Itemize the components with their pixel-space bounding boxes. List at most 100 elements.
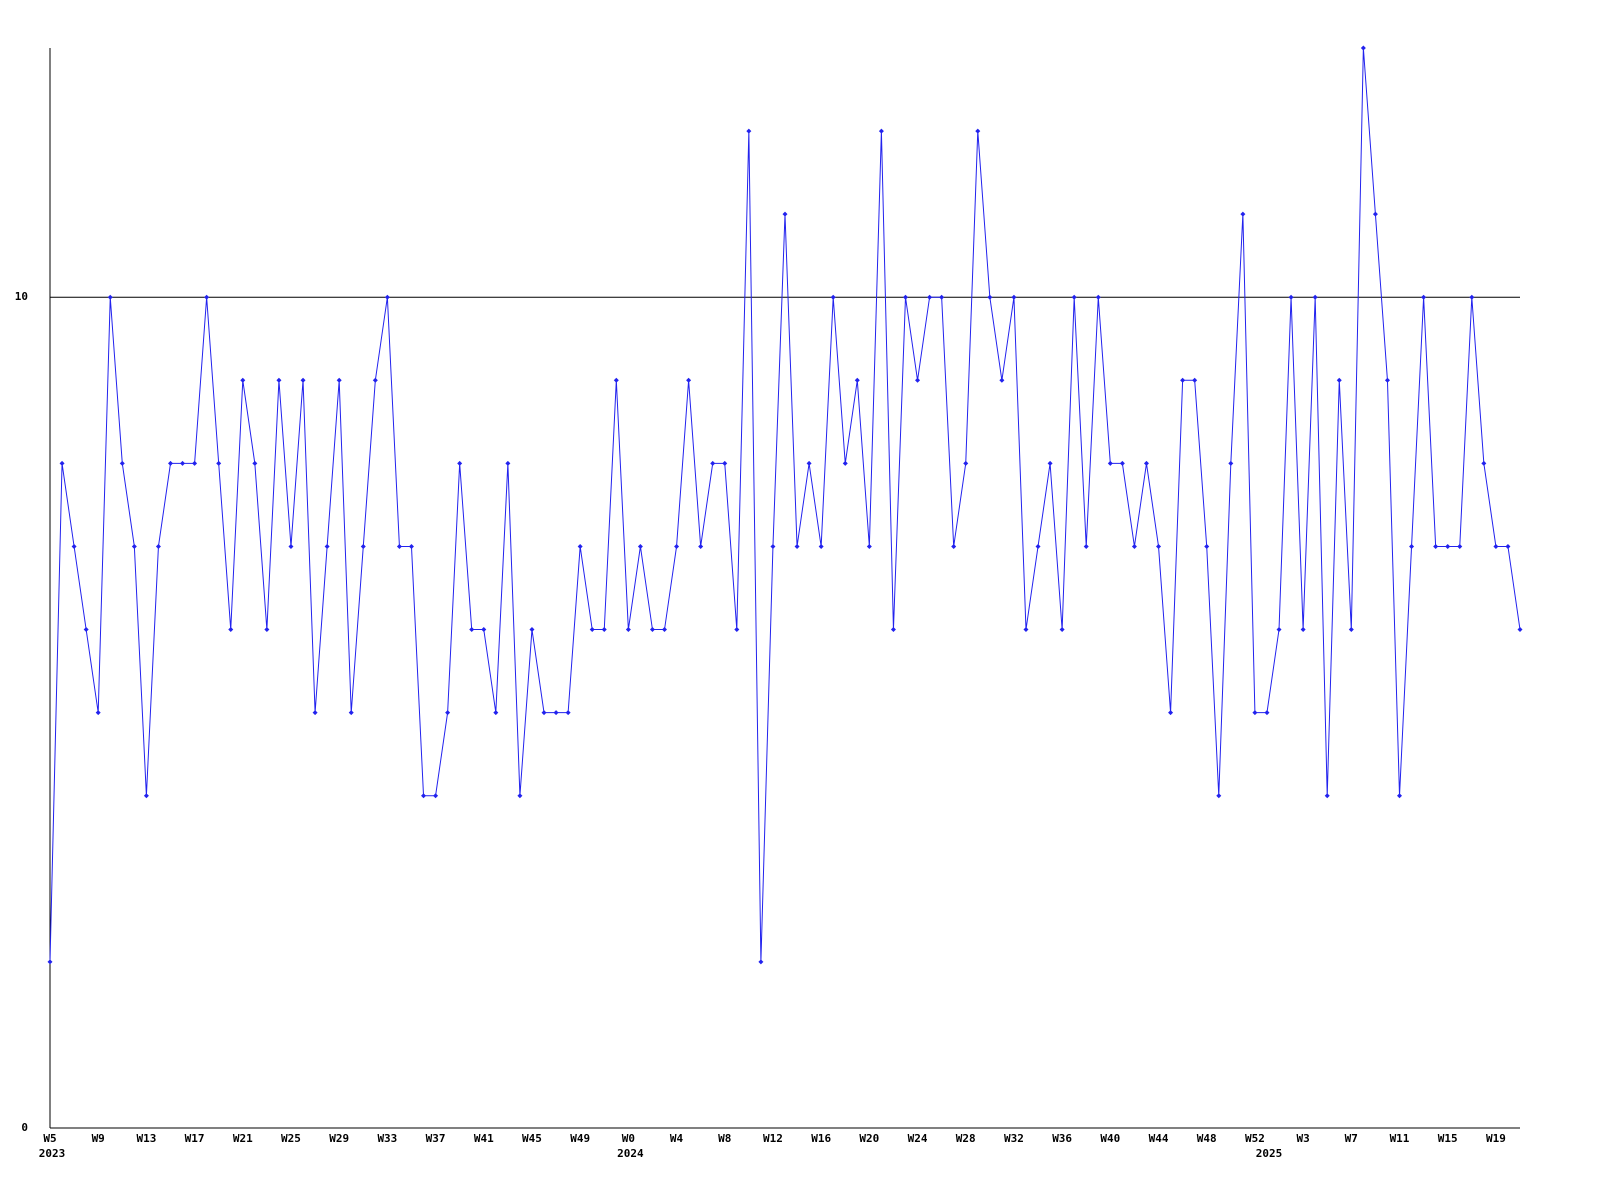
point-marker xyxy=(1324,793,1330,799)
point-marker xyxy=(1300,627,1306,633)
point-marker xyxy=(878,128,884,134)
x-tick-label: W32 xyxy=(1004,1132,1024,1145)
x-tick-label: W13 xyxy=(136,1132,156,1145)
point-marker xyxy=(686,377,692,383)
point-marker xyxy=(1192,377,1198,383)
x-tick-label: W16 xyxy=(811,1132,831,1145)
x-tick-label: W52 xyxy=(1245,1132,1265,1145)
point-marker xyxy=(987,294,993,300)
x-tick-label: W11 xyxy=(1390,1132,1410,1145)
point-marker xyxy=(1457,543,1463,549)
point-marker xyxy=(300,377,306,383)
point-marker xyxy=(1035,543,1041,549)
point-marker xyxy=(505,460,511,466)
point-marker xyxy=(1119,460,1125,466)
point-marker xyxy=(71,543,77,549)
point-marker xyxy=(1360,45,1366,51)
x-tick-label: W7 xyxy=(1345,1132,1358,1145)
point-marker xyxy=(1433,543,1439,549)
point-marker xyxy=(372,377,378,383)
point-marker xyxy=(1276,627,1282,633)
point-marker xyxy=(1107,460,1113,466)
x-tick-label: W29 xyxy=(329,1132,349,1145)
point-marker xyxy=(1011,294,1017,300)
point-marker xyxy=(1143,460,1149,466)
x-tick-label: W15 xyxy=(1438,1132,1458,1145)
point-marker xyxy=(722,460,728,466)
point-marker xyxy=(698,543,704,549)
y-tick-label: 0 xyxy=(21,1121,28,1134)
point-marker xyxy=(469,627,475,633)
point-marker xyxy=(95,710,101,716)
x-tick-label: W36 xyxy=(1052,1132,1072,1145)
point-marker xyxy=(625,627,631,633)
point-marker xyxy=(794,543,800,549)
point-marker xyxy=(806,460,812,466)
point-marker xyxy=(830,294,836,300)
point-marker xyxy=(204,294,210,300)
point-marker xyxy=(637,543,643,549)
point-marker xyxy=(348,710,354,716)
point-marker xyxy=(252,460,258,466)
y-tick-label: 10 xyxy=(15,290,28,303)
point-marker xyxy=(866,543,872,549)
x-tick-label: W20 xyxy=(859,1132,879,1145)
point-marker xyxy=(1505,543,1511,549)
point-marker xyxy=(541,710,547,716)
point-marker xyxy=(1059,627,1065,633)
point-marker xyxy=(1083,543,1089,549)
x-tick-label: W33 xyxy=(377,1132,397,1145)
point-marker xyxy=(1180,377,1186,383)
point-marker xyxy=(1336,377,1342,383)
point-marker xyxy=(770,543,776,549)
point-marker xyxy=(481,627,487,633)
point-marker xyxy=(1348,627,1354,633)
x-tick-label: W5 xyxy=(43,1132,56,1145)
x-tick-label: W17 xyxy=(185,1132,205,1145)
x-tick-label: W12 xyxy=(763,1132,783,1145)
point-marker xyxy=(457,460,463,466)
point-marker xyxy=(1384,377,1390,383)
x-tick-label: W37 xyxy=(426,1132,446,1145)
x-tick-label: W24 xyxy=(908,1132,928,1145)
point-marker xyxy=(674,543,680,549)
point-marker xyxy=(264,627,270,633)
point-marker xyxy=(734,627,740,633)
point-marker xyxy=(384,294,390,300)
point-marker xyxy=(119,460,125,466)
x-tick-label: W19 xyxy=(1486,1132,1506,1145)
x-year-label: 2025 xyxy=(1256,1147,1283,1160)
point-marker xyxy=(360,543,366,549)
point-marker xyxy=(216,460,222,466)
x-tick-label: W49 xyxy=(570,1132,590,1145)
point-marker xyxy=(131,543,137,549)
point-marker xyxy=(240,377,246,383)
point-marker xyxy=(83,627,89,633)
point-marker xyxy=(758,959,764,965)
x-tick-label: W9 xyxy=(92,1132,105,1145)
point-marker xyxy=(553,710,559,716)
x-tick-label: W8 xyxy=(718,1132,731,1145)
point-marker xyxy=(1131,543,1137,549)
point-marker xyxy=(577,543,583,549)
point-marker xyxy=(1168,710,1174,716)
point-marker xyxy=(999,377,1005,383)
point-marker xyxy=(565,710,571,716)
point-marker xyxy=(601,627,607,633)
x-tick-label: W25 xyxy=(281,1132,301,1145)
point-marker xyxy=(493,710,499,716)
point-marker xyxy=(155,543,161,549)
point-marker xyxy=(433,793,439,799)
x-tick-label: W40 xyxy=(1100,1132,1120,1145)
point-marker xyxy=(276,377,282,383)
line xyxy=(49,47,1521,962)
point-marker xyxy=(1228,460,1234,466)
point-marker xyxy=(1264,710,1270,716)
point-marker xyxy=(939,294,945,300)
point-marker xyxy=(312,710,318,716)
point-marker xyxy=(1156,543,1162,549)
point-marker xyxy=(288,543,294,549)
point-marker xyxy=(1409,543,1415,549)
point-marker xyxy=(662,627,668,633)
point-marker xyxy=(1095,294,1101,300)
